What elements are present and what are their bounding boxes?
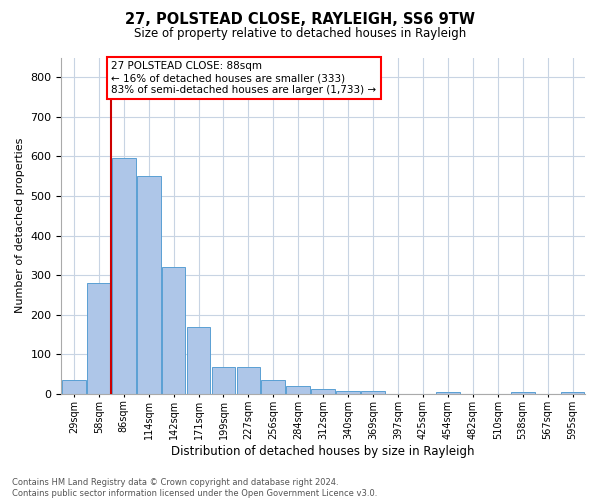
Bar [286,386,310,394]
Text: Size of property relative to detached houses in Rayleigh: Size of property relative to detached ho… [134,28,466,40]
Text: 27, POLSTEAD CLOSE, RAYLEIGH, SS6 9TW: 27, POLSTEAD CLOSE, RAYLEIGH, SS6 9TW [125,12,475,28]
Bar [311,389,335,394]
Bar [137,176,161,394]
Bar [62,380,86,394]
Bar [112,158,136,394]
X-axis label: Distribution of detached houses by size in Rayleigh: Distribution of detached houses by size … [172,444,475,458]
Bar [436,392,460,394]
Bar [262,380,285,394]
Bar [236,367,260,394]
Bar [212,367,235,394]
Bar [162,267,185,394]
Bar [361,390,385,394]
Text: 27 POLSTEAD CLOSE: 88sqm
← 16% of detached houses are smaller (333)
83% of semi-: 27 POLSTEAD CLOSE: 88sqm ← 16% of detach… [111,62,376,94]
Bar [511,392,535,394]
Bar [560,392,584,394]
Text: Contains HM Land Registry data © Crown copyright and database right 2024.
Contai: Contains HM Land Registry data © Crown c… [12,478,377,498]
Bar [187,326,211,394]
Bar [87,283,110,394]
Bar [336,390,360,394]
Y-axis label: Number of detached properties: Number of detached properties [15,138,25,314]
